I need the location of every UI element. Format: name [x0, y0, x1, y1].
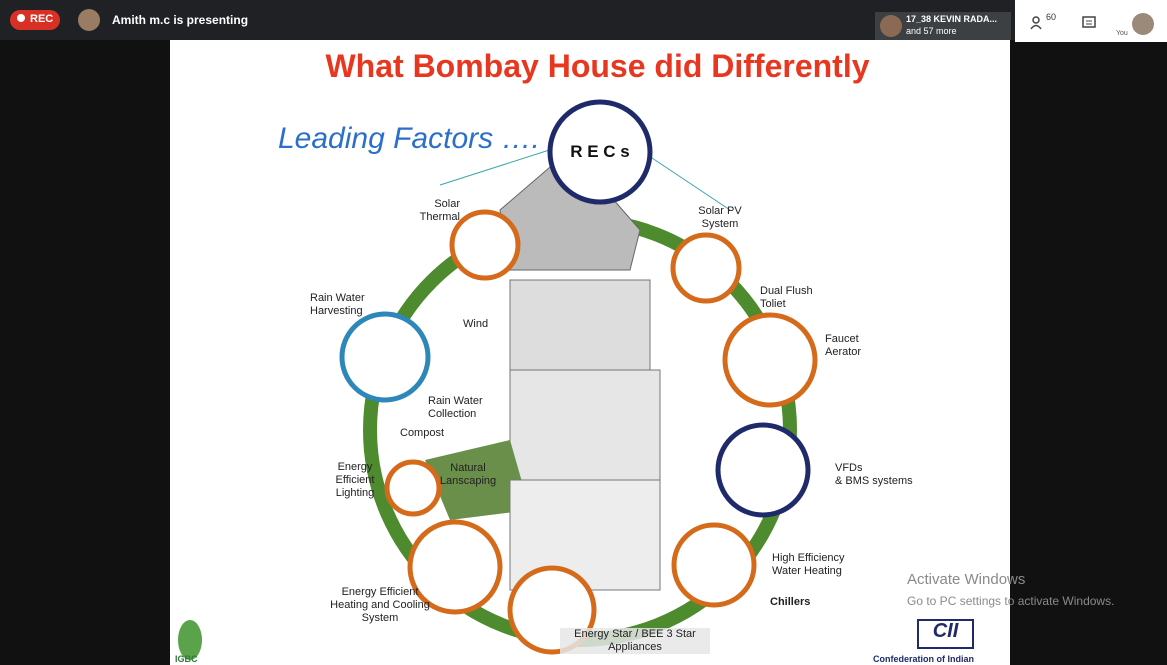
label: Compost [400, 427, 444, 440]
label: Solar Thermal [400, 198, 460, 224]
participant-more: and 57 more [906, 26, 957, 36]
label: Wind [463, 318, 488, 331]
slide: What Bombay House did Differently Leadin… [170, 40, 1010, 665]
rec-dot [17, 14, 25, 22]
presenter-avatar [78, 9, 100, 31]
slide-title: What Bombay House did Differently [170, 48, 1010, 85]
left-logo: IGBC [175, 654, 198, 664]
presenter-text: Amith m.c is presenting [112, 13, 248, 27]
participant-name: 17_38 KEVIN RADA... [906, 14, 997, 24]
self-label: You [1116, 30, 1128, 37]
top-bar: REC Amith m.c is presenting 17_38 KEVIN … [0, 0, 1167, 40]
logo-caption: Confederation of Indian Industry [873, 654, 1010, 665]
participant-avatar [880, 15, 902, 37]
self-avatar[interactable] [1132, 13, 1154, 35]
label: Energy Star / BEE 3 Star Appliances [560, 628, 710, 654]
label: VFDs & BMS systems [835, 462, 913, 488]
label: Solar PV System [680, 205, 760, 231]
label: Chillers [770, 596, 810, 609]
watermark-subtitle: Go to PC settings to activate Windows. [907, 594, 1114, 608]
label: Rain Water Harvesting [310, 292, 365, 318]
label: Faucet Aerator [825, 333, 861, 359]
page: Presentation html, body { margin: 0; pad… [0, 0, 1167, 665]
slide-subtitle: Leading Factors …. [278, 122, 540, 156]
label: Natural Lanscaping [432, 462, 504, 488]
participant-count: 60 [1046, 12, 1056, 22]
label: High Efficiency Water Heating [772, 552, 845, 578]
people-icon[interactable] [1030, 16, 1046, 30]
label: Energy Efficient Lighting [320, 461, 390, 500]
chat-icon[interactable] [1082, 16, 1096, 30]
label: Energy Efficient Heating and Cooling Sys… [320, 586, 440, 625]
watermark-title: Activate Windows [907, 571, 1025, 588]
label: Dual Flush Toliet [760, 285, 813, 311]
logo: CII [918, 620, 973, 643]
rec-label: REC [30, 13, 53, 25]
center-label: R E C s [550, 142, 650, 162]
screen: {"top_bar": {"rec": "REC", "presenter": … [0, 0, 1167, 665]
label: Rain Water Collection [428, 395, 483, 421]
